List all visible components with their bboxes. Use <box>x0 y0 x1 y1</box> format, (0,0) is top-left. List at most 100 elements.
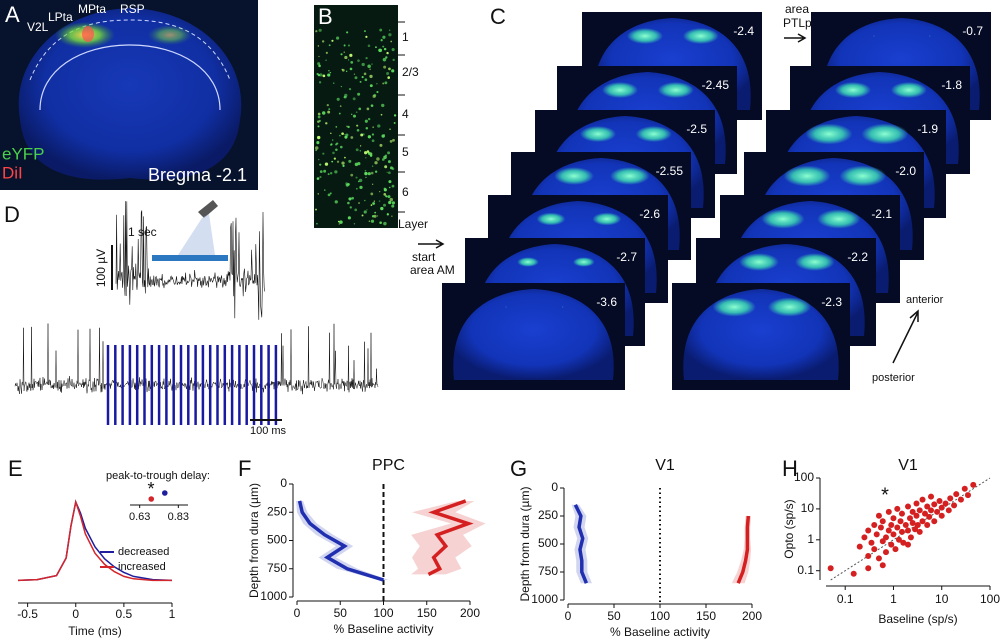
cell <box>388 67 391 71</box>
point <box>913 512 920 519</box>
cell <box>349 67 353 71</box>
y-tick-label: 0 <box>551 480 558 494</box>
x-tick-label: -0.5 <box>17 607 38 621</box>
cell <box>317 193 319 195</box>
cell <box>341 68 345 72</box>
cell <box>343 96 346 99</box>
unity-line <box>830 477 991 581</box>
cell <box>390 40 393 43</box>
cell <box>376 90 379 94</box>
cell <box>361 76 364 79</box>
point <box>928 507 935 514</box>
point <box>900 539 907 546</box>
cell <box>352 97 356 101</box>
layer-label: 5 <box>402 145 409 159</box>
region-label: RSP <box>120 2 145 16</box>
cell <box>365 56 368 60</box>
cell <box>350 173 354 177</box>
cell <box>376 215 379 217</box>
point <box>879 562 886 569</box>
point <box>875 512 882 519</box>
point <box>919 518 926 525</box>
dot <box>162 490 168 496</box>
cell <box>372 94 376 98</box>
point <box>873 531 880 538</box>
cell <box>325 59 327 61</box>
cell <box>387 195 391 199</box>
cell <box>392 58 395 62</box>
cell <box>345 70 348 73</box>
cell <box>353 223 356 225</box>
point <box>914 522 921 529</box>
y-tick-label: 750 <box>267 561 287 575</box>
cell <box>365 157 367 159</box>
section-label: -2.7 <box>616 250 637 264</box>
cell <box>371 133 375 136</box>
expression <box>835 82 871 98</box>
arrow <box>892 309 919 364</box>
point <box>924 522 931 529</box>
cell <box>340 85 343 88</box>
point <box>856 543 863 550</box>
cell <box>383 155 387 160</box>
cell <box>357 59 360 62</box>
section-label: -0.7 <box>962 24 983 38</box>
cell <box>388 29 391 32</box>
chart-title: PPC <box>372 457 405 474</box>
y-axis-label: Depth from dura (µm) <box>518 487 532 602</box>
cell <box>388 33 392 37</box>
y-tick-label: 500 <box>538 536 558 550</box>
cell <box>365 176 367 178</box>
cell <box>327 110 331 114</box>
cell <box>319 73 323 77</box>
cell <box>366 150 370 153</box>
panel-letter: D <box>4 202 20 227</box>
cell <box>358 202 360 204</box>
cell <box>370 104 374 108</box>
x-tick-label: 1 <box>890 592 897 606</box>
expression <box>739 253 779 271</box>
cell <box>360 145 362 147</box>
y-tick-label: 0 <box>280 476 287 490</box>
point <box>894 524 901 531</box>
cell <box>383 221 387 226</box>
section-label: -2.0 <box>895 164 916 178</box>
cell <box>386 51 389 55</box>
cell <box>376 83 378 85</box>
cell <box>368 220 371 223</box>
cell <box>358 178 363 183</box>
section-label: -2.5 <box>686 122 707 136</box>
expression <box>712 297 756 317</box>
expression <box>805 123 853 145</box>
cell <box>354 76 358 80</box>
point <box>885 508 892 515</box>
cell <box>389 166 393 170</box>
x-tick-label: 10 <box>935 592 949 606</box>
cell <box>389 139 393 143</box>
cell <box>322 111 326 115</box>
expression <box>148 25 192 45</box>
point <box>934 508 941 515</box>
expression <box>783 165 831 187</box>
cell <box>386 71 390 75</box>
cell <box>388 200 392 205</box>
cell <box>367 117 371 121</box>
cell <box>340 53 343 56</box>
cell <box>391 48 395 52</box>
cell <box>379 190 381 193</box>
cell <box>350 136 354 139</box>
cell <box>357 162 361 166</box>
cell <box>355 111 358 114</box>
point <box>909 508 916 515</box>
cell <box>339 134 341 137</box>
voltage-trace <box>115 201 266 320</box>
cell <box>374 170 378 173</box>
cell <box>324 189 326 191</box>
expression <box>627 28 663 44</box>
charts: E -0.5 0 0.5 1 Time (ms) decreased increased pea… <box>8 456 1000 639</box>
cell <box>342 164 345 168</box>
cell <box>378 200 381 202</box>
cell <box>316 135 321 140</box>
stain-label: eYFP <box>2 144 45 163</box>
